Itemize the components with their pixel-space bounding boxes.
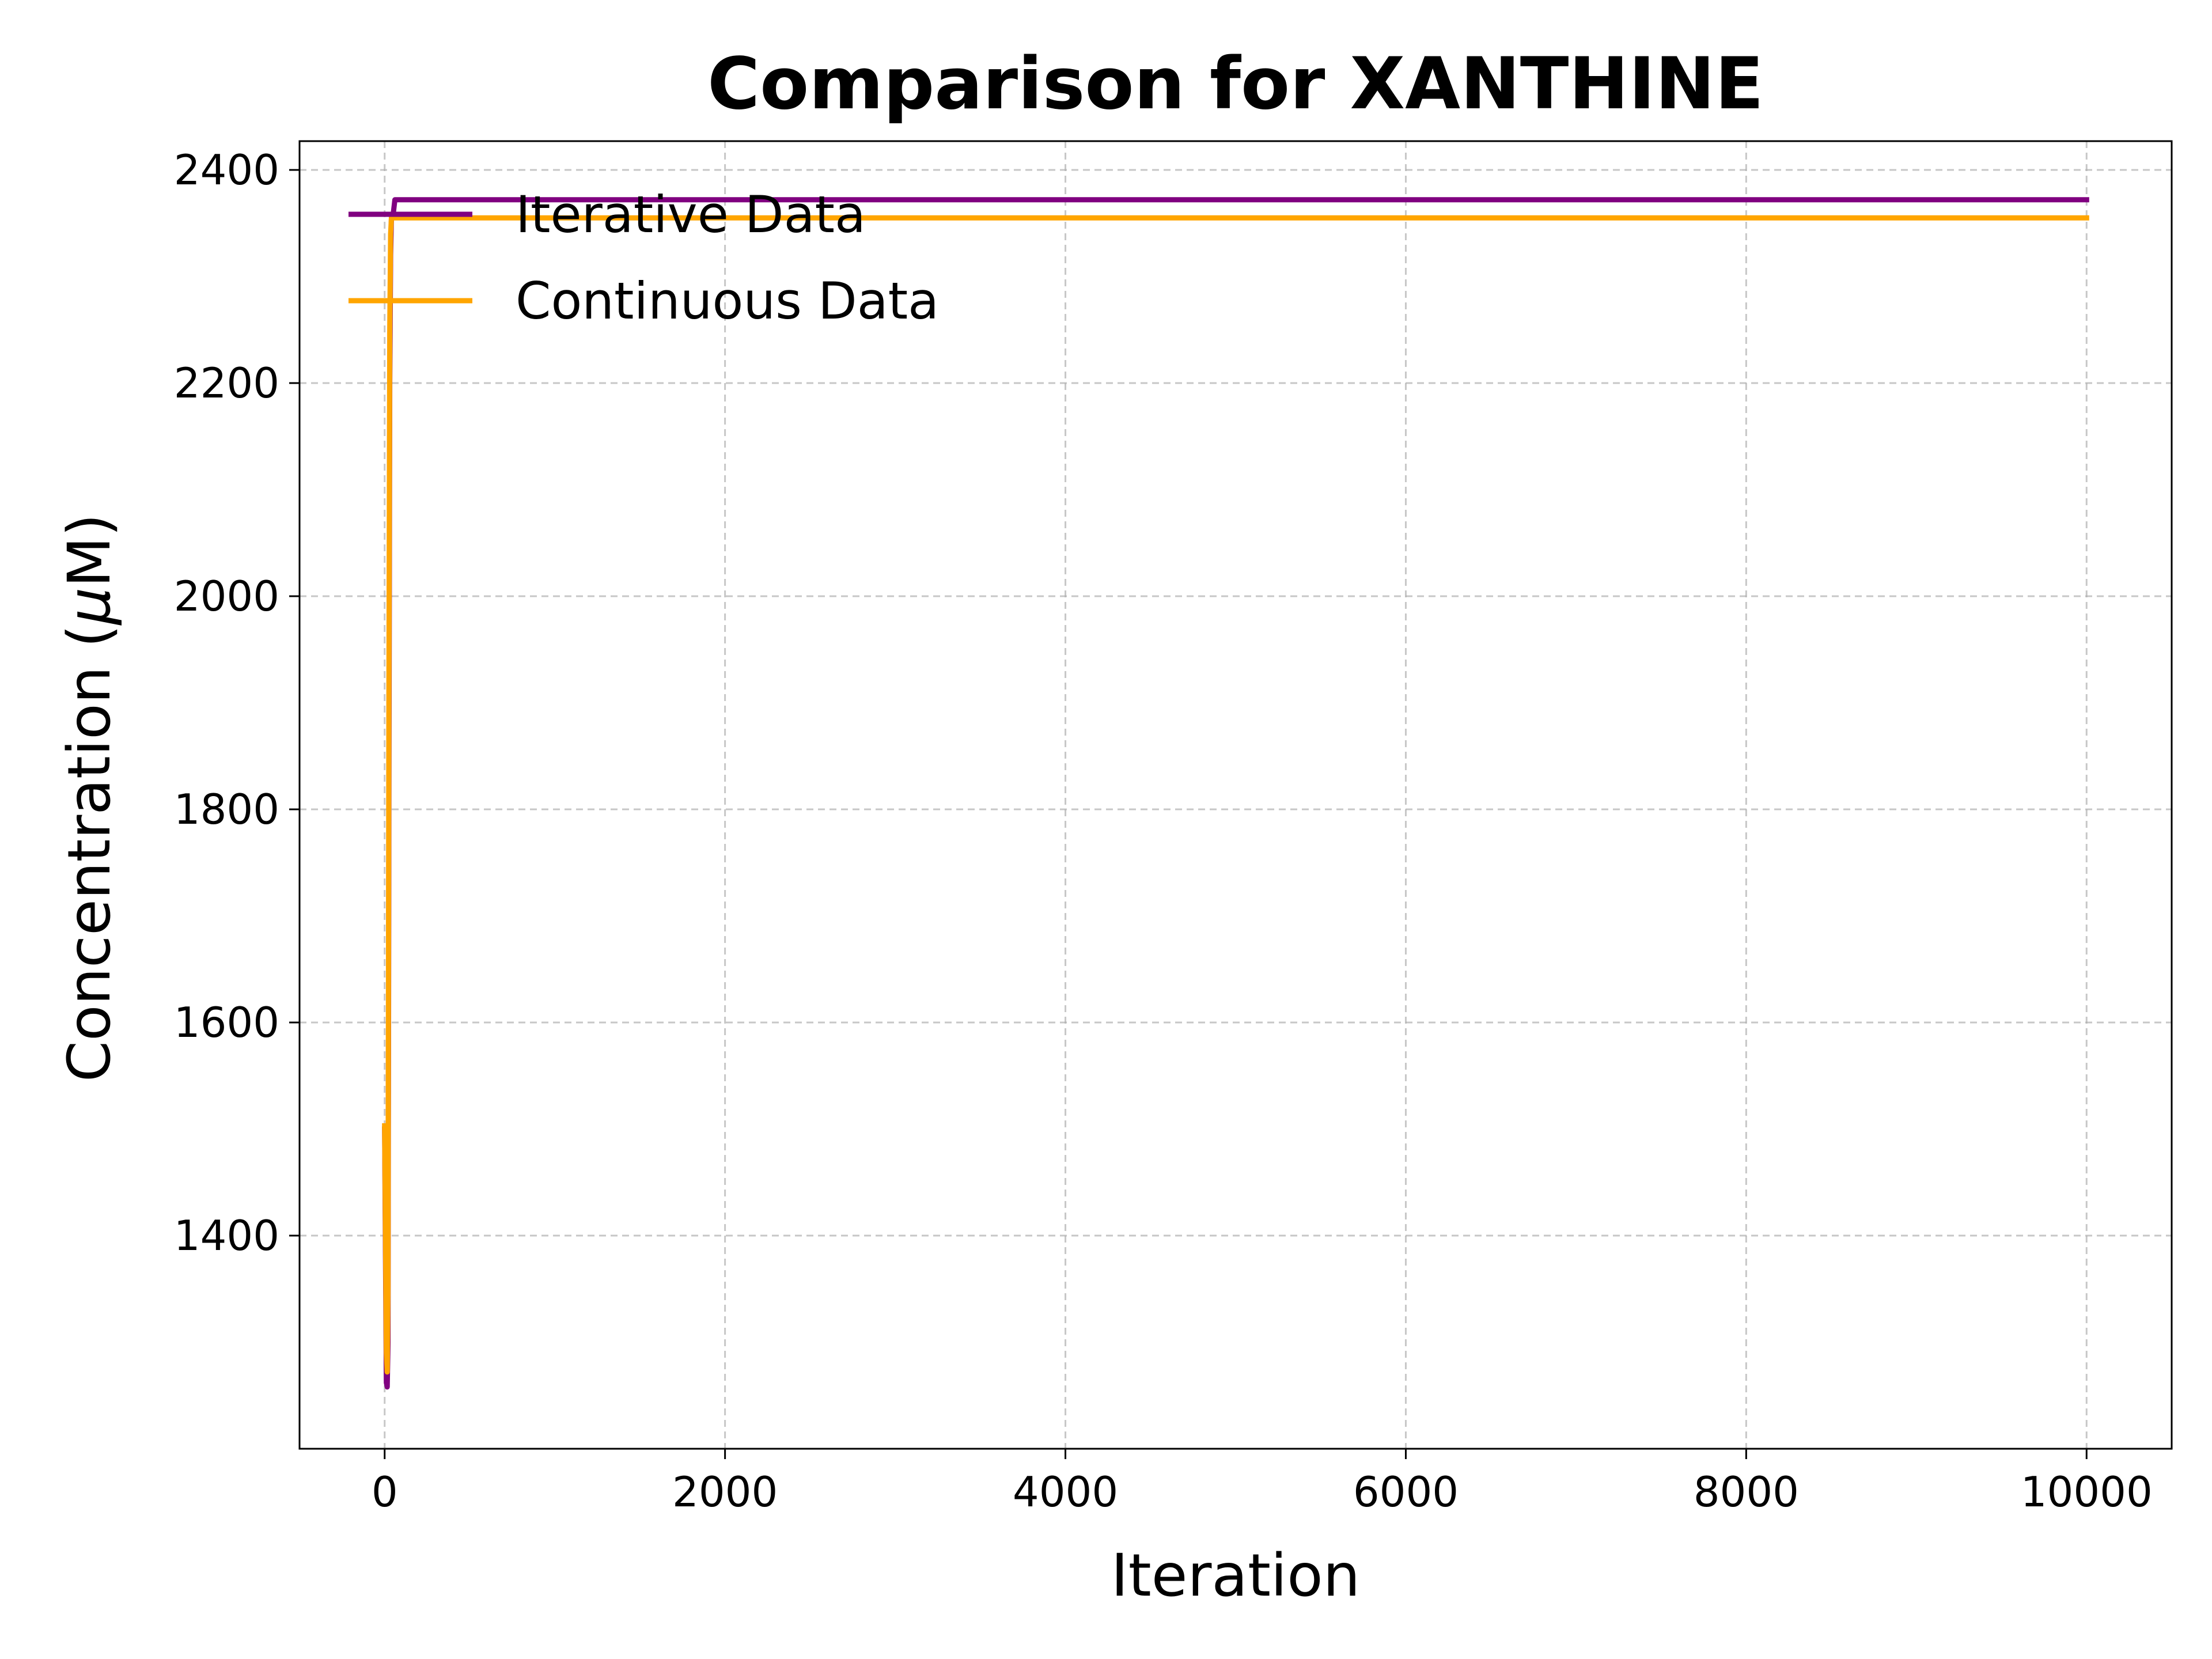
y-axis-label-mu: μ xyxy=(55,588,124,626)
x-tick-label: 6000 xyxy=(1353,1468,1459,1516)
plot-frame xyxy=(298,140,2173,1450)
y-tick-label: 1400 xyxy=(174,1211,279,1260)
y-tick-label: 2000 xyxy=(174,572,279,620)
chart-title: Comparison for XANTHINE xyxy=(707,43,1764,126)
y-tick-label: 2400 xyxy=(174,146,279,194)
x-tick-label: 4000 xyxy=(1013,1468,1118,1516)
x-tick-label: 2000 xyxy=(672,1468,778,1516)
legend: Iterative Data Continuous Data xyxy=(349,185,939,331)
x-axis-label: Iteration xyxy=(1111,1541,1361,1610)
legend-label-continuous: Continuous Data xyxy=(516,271,939,331)
x-tick-label: 0 xyxy=(372,1468,398,1516)
y-axis-label-prefix: Concentration ( xyxy=(55,624,124,1082)
grid xyxy=(300,141,2172,1449)
y-tick-label: 1800 xyxy=(174,785,279,834)
ticks: 0 2000 4000 6000 8000 10000 1400 1600 1800 2000 22… xyxy=(174,146,2153,1516)
y-tick-label: 2200 xyxy=(174,359,279,407)
y-tick-label: 1600 xyxy=(174,998,279,1047)
x-tick-label: 10000 xyxy=(2021,1468,2153,1516)
y-axis-label-suffix: M) xyxy=(55,514,124,588)
series-line-continuous xyxy=(382,215,2089,1375)
legend-label-iterative: Iterative Data xyxy=(516,185,866,244)
x-tick-label: 8000 xyxy=(1694,1468,1799,1516)
y-axis-label: Concentration (μM) xyxy=(55,514,124,1082)
